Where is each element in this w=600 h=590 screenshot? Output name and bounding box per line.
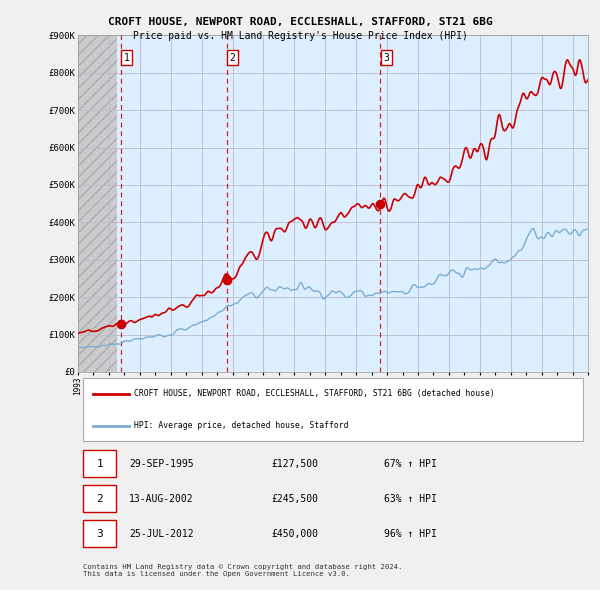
Text: CROFT HOUSE, NEWPORT ROAD, ECCLESHALL, STAFFORD, ST21 6BG (detached house): CROFT HOUSE, NEWPORT ROAD, ECCLESHALL, S… xyxy=(134,389,495,398)
Text: HPI: Average price, detached house, Stafford: HPI: Average price, detached house, Staf… xyxy=(134,421,349,430)
Text: 1: 1 xyxy=(124,53,130,63)
Text: 2: 2 xyxy=(230,53,236,63)
Text: 96% ↑ HPI: 96% ↑ HPI xyxy=(384,529,437,539)
Text: £450,000: £450,000 xyxy=(272,529,319,539)
Text: 67% ↑ HPI: 67% ↑ HPI xyxy=(384,458,437,468)
Text: 13-AUG-2002: 13-AUG-2002 xyxy=(129,494,194,504)
FancyBboxPatch shape xyxy=(83,450,116,477)
Text: 25-JUL-2012: 25-JUL-2012 xyxy=(129,529,194,539)
Text: £127,500: £127,500 xyxy=(272,458,319,468)
FancyBboxPatch shape xyxy=(83,486,116,512)
FancyBboxPatch shape xyxy=(83,378,583,441)
Text: £245,500: £245,500 xyxy=(272,494,319,504)
Text: 3: 3 xyxy=(383,53,389,63)
Text: Contains HM Land Registry data © Crown copyright and database right 2024.
This d: Contains HM Land Registry data © Crown c… xyxy=(83,564,403,577)
FancyBboxPatch shape xyxy=(83,520,116,548)
Text: 29-SEP-1995: 29-SEP-1995 xyxy=(129,458,194,468)
Text: 2: 2 xyxy=(97,494,103,504)
Text: 3: 3 xyxy=(97,529,103,539)
Text: Price paid vs. HM Land Registry's House Price Index (HPI): Price paid vs. HM Land Registry's House … xyxy=(133,31,467,41)
Text: CROFT HOUSE, NEWPORT ROAD, ECCLESHALL, STAFFORD, ST21 6BG: CROFT HOUSE, NEWPORT ROAD, ECCLESHALL, S… xyxy=(107,17,493,27)
Text: 1: 1 xyxy=(97,458,103,468)
Text: 63% ↑ HPI: 63% ↑ HPI xyxy=(384,494,437,504)
